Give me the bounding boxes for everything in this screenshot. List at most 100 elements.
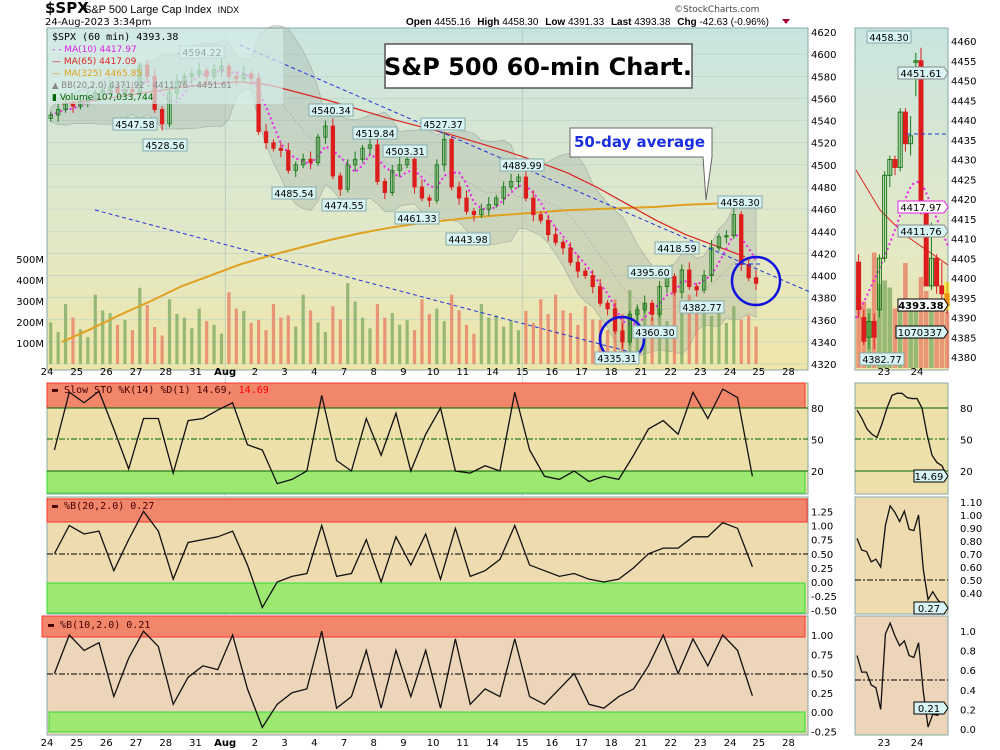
price-tick: 4400 [811, 272, 836, 283]
candle-body [263, 131, 269, 144]
mini-pb20-line [856, 504, 948, 611]
price-tick: 4520 [811, 139, 836, 150]
volume-bar [605, 330, 610, 364]
bb-upper-tag-box [897, 66, 949, 80]
mini-pb20-tick: 0.70 [960, 550, 982, 561]
date-tick: 11 [456, 738, 469, 749]
volume-bar [650, 317, 654, 364]
date-tick: 31 [189, 738, 202, 749]
date-tick: 24 [724, 738, 737, 749]
volume-bar [665, 321, 669, 364]
volume-bar [717, 310, 721, 364]
pb10-line [53, 630, 753, 729]
price-label-box [394, 211, 440, 225]
candle-body [352, 158, 358, 166]
mini-candle-body [861, 317, 867, 342]
candle-body [367, 144, 373, 149]
pb20-tick: 0.75 [811, 536, 833, 547]
pb20-line [53, 510, 753, 609]
mini-sto-line [856, 392, 948, 477]
volume-bar [123, 320, 127, 364]
volume-bar [294, 326, 298, 364]
date-tick: 25 [752, 738, 765, 749]
volume-tick: 200M [16, 318, 44, 329]
candle-body [635, 309, 640, 315]
lower-trendline [94, 209, 631, 353]
volume-bar [672, 285, 677, 364]
candle-body [412, 158, 417, 188]
volume-tick: 400M [16, 276, 44, 287]
mini-volume-bar [903, 263, 908, 368]
price-label-box [632, 325, 678, 339]
date-tick: 7 [341, 367, 347, 378]
price-label-box [352, 126, 398, 140]
candle-body [538, 214, 543, 221]
price-label: 4474.55 [324, 201, 363, 212]
pb20-tag: 0.27 [918, 604, 940, 615]
date-tick: Aug [214, 367, 236, 378]
candle-body [672, 276, 677, 293]
volume-tick: 100M [16, 339, 44, 350]
mini-pb10-line [856, 621, 948, 728]
date-tick: 26 [100, 738, 113, 749]
current-bar-highlight [944, 281, 950, 310]
volume-bar [78, 329, 83, 364]
volume-bar [234, 308, 238, 364]
volume-bar [71, 317, 75, 364]
mini-candle-body [928, 257, 934, 287]
volume-bar [509, 320, 513, 364]
mini-date-tick: 24 [911, 367, 924, 378]
volume-bar [502, 326, 506, 364]
volume-bar [732, 306, 736, 364]
date-tick: 25 [70, 738, 83, 749]
sto-line [53, 388, 754, 485]
last-price-tag-box [897, 298, 949, 312]
volume-bar [539, 299, 543, 364]
sto-tick: 80 [811, 404, 824, 415]
volume-bar [702, 301, 706, 364]
date-tick: Aug [214, 738, 236, 749]
volume-bar [680, 303, 684, 364]
mini-price-tick: 4400 [951, 274, 976, 285]
volume-bar [153, 327, 157, 364]
mini-pb20-tick: 0.50 [960, 576, 982, 587]
date-tick: 2 [252, 738, 258, 749]
candle-body [694, 286, 699, 291]
mini-candle-body [866, 320, 872, 338]
date-tick: 31 [189, 367, 202, 378]
volume-bar [212, 324, 216, 364]
pb20-tick: -0.50 [811, 606, 837, 617]
candle-body [501, 186, 506, 199]
candle-body [434, 164, 439, 201]
volume-bar [435, 308, 439, 364]
pb10-tick: 0.75 [811, 650, 833, 661]
sto-tick: 50 [811, 436, 824, 447]
price-label: 4528.56 [145, 141, 184, 152]
volume-tag-box [895, 325, 949, 339]
pb20-tick: -0.25 [811, 592, 837, 603]
pb20-tick: 0.50 [811, 550, 833, 561]
candle-body [397, 164, 402, 171]
candle-body [523, 176, 529, 199]
volume-bar [56, 331, 60, 364]
price-label: 4527.37 [423, 120, 462, 131]
date-tick: 28 [782, 367, 795, 378]
candle-body [605, 302, 610, 310]
price-tick: 4420 [811, 249, 836, 260]
candle-body [724, 235, 729, 238]
bb-mid-tag: 4411.76 [900, 227, 941, 238]
candle-body [449, 138, 454, 188]
legend-ma325: — MA(325) 4465.85 [52, 69, 142, 79]
price-tick: 4380 [811, 294, 836, 305]
volume-bar [390, 313, 394, 364]
volume-bar [576, 324, 580, 364]
date-tick: 26 [100, 367, 113, 378]
volume-bar [175, 314, 179, 364]
candle-body [657, 286, 662, 315]
mini-date-tick: 23 [878, 738, 891, 749]
pb20-tick: 0.00 [811, 578, 833, 589]
price-label: 4418.59 [657, 244, 696, 255]
volume-bar [331, 306, 335, 364]
symbol-name: S&P 500 Large Cap Index [84, 4, 212, 16]
